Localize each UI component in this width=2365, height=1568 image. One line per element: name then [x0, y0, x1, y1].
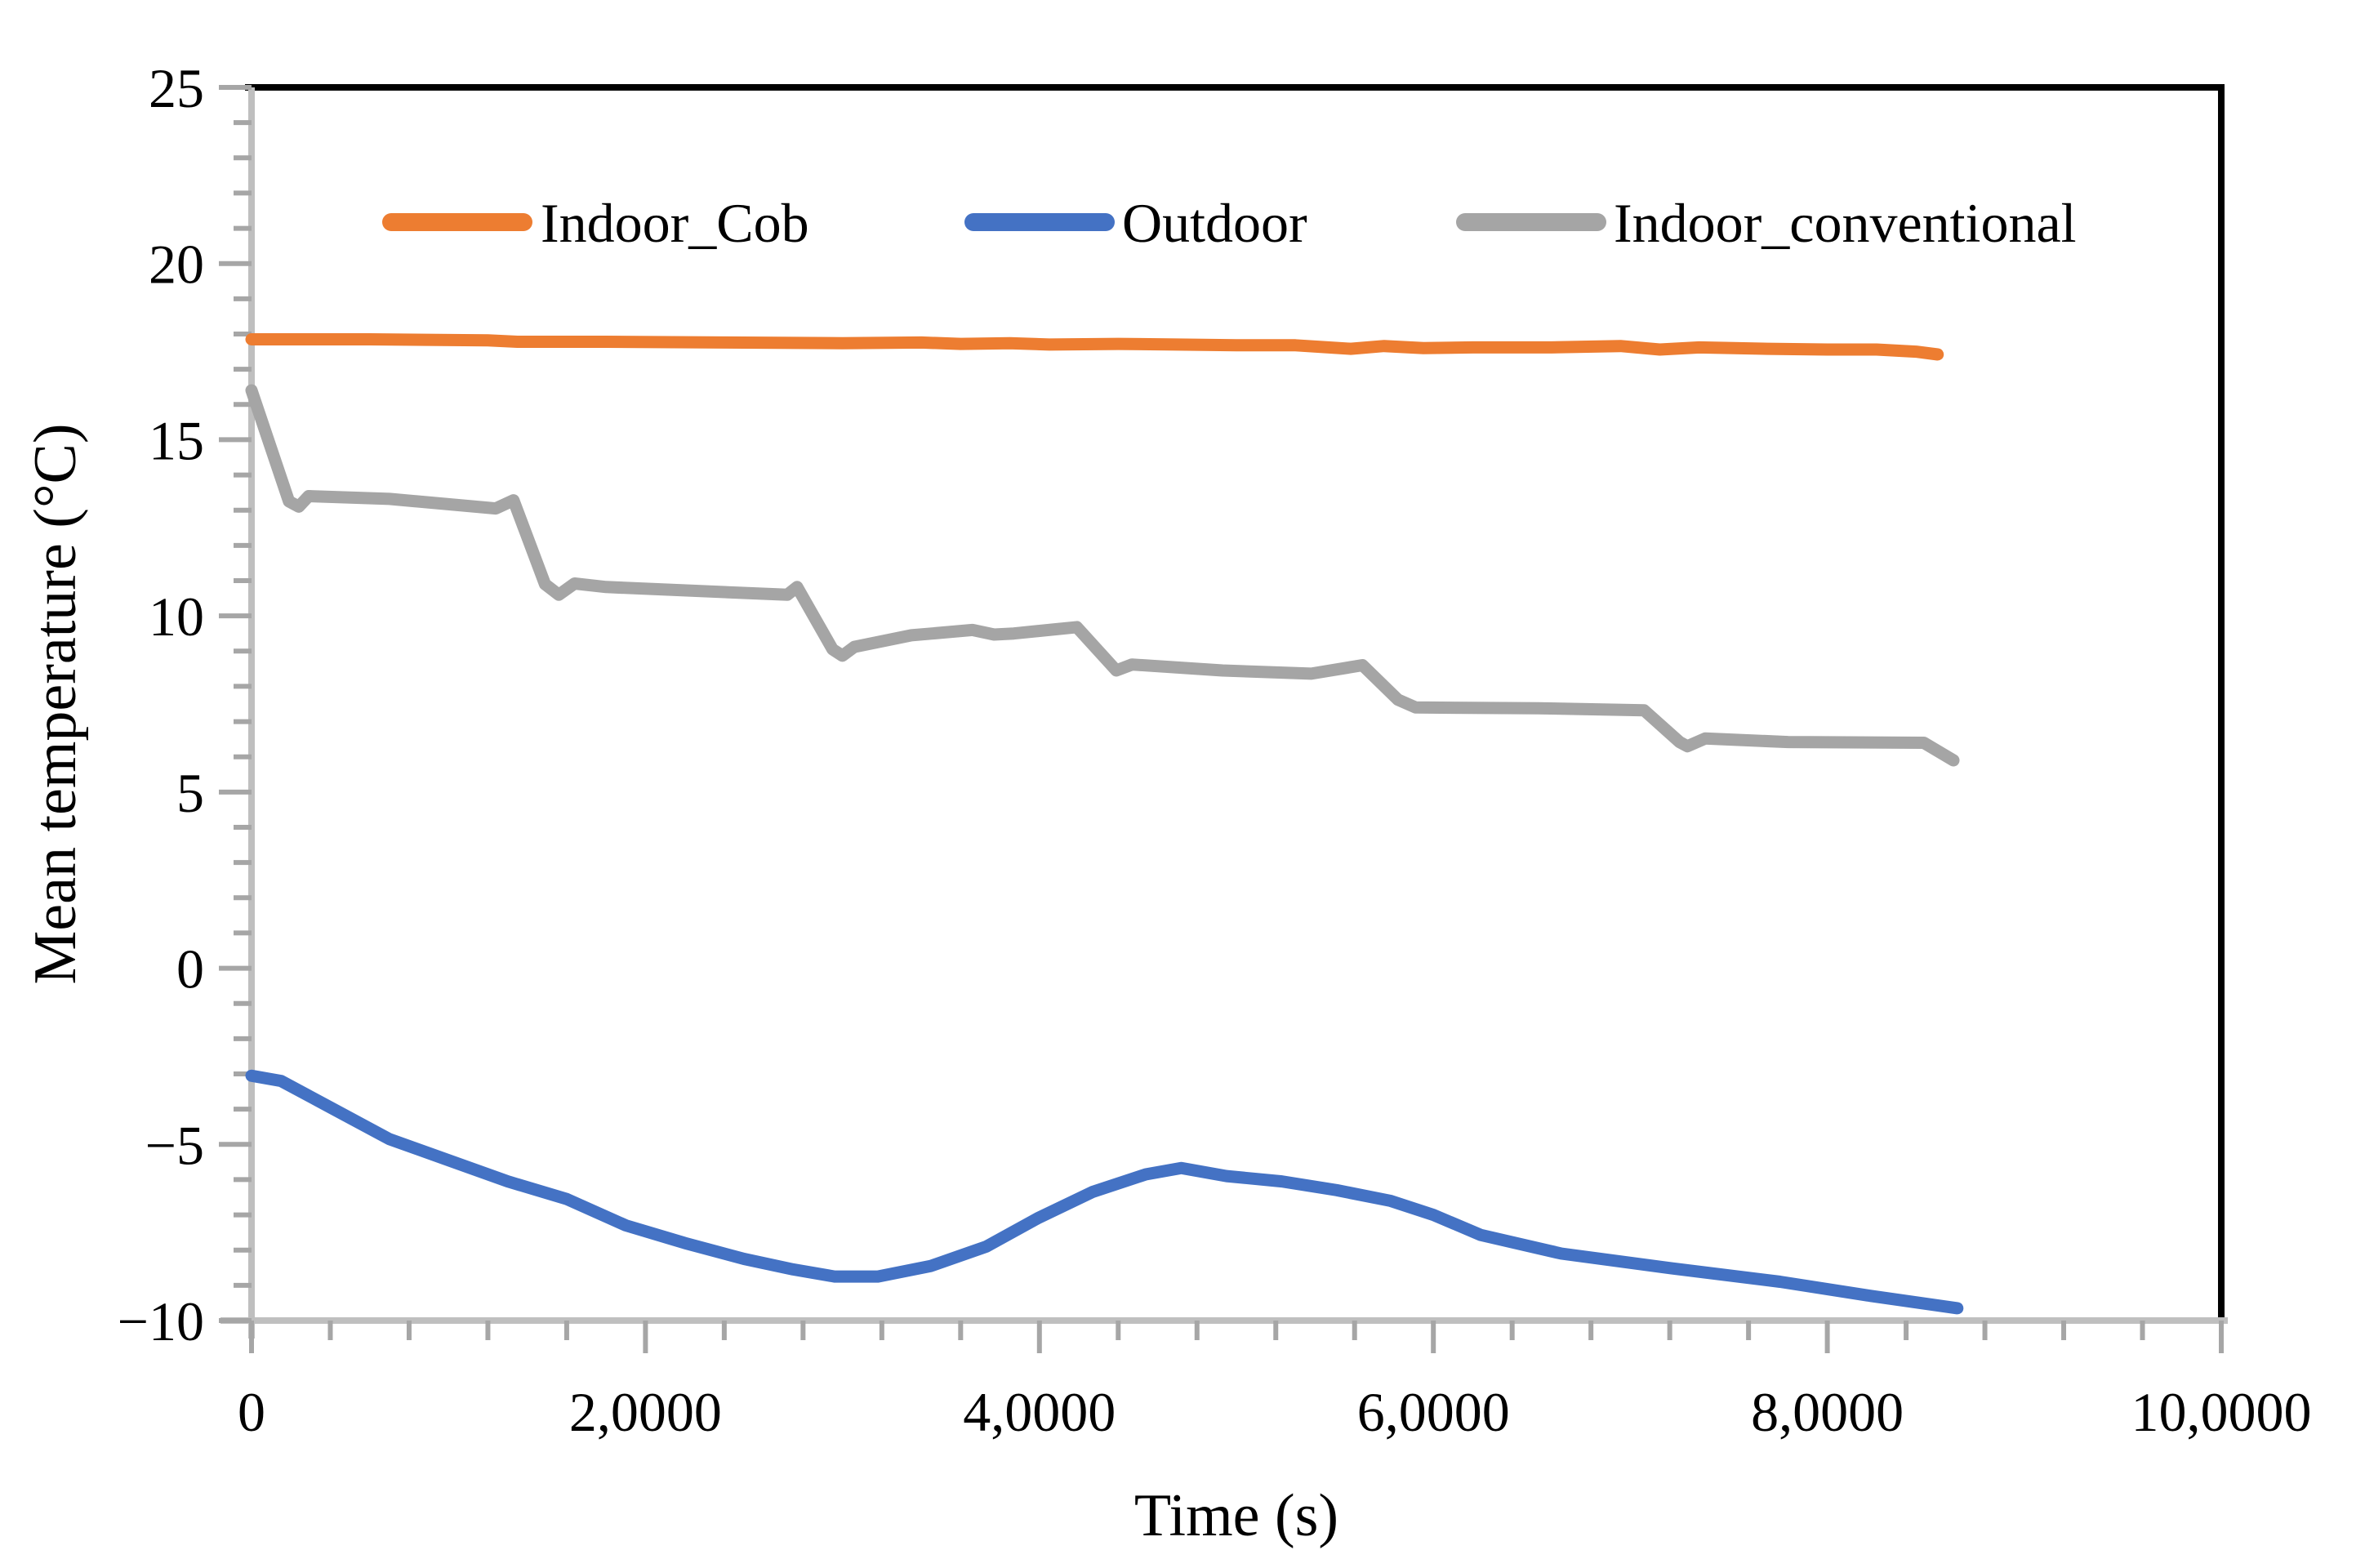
x-axis-title: Time (s) [1134, 1482, 1338, 1549]
y-tick-label: 5 [176, 762, 204, 824]
series-line-indoor_cob [245, 333, 1944, 361]
series-lines [245, 333, 1964, 1315]
y-tick-label: 20 [149, 234, 204, 296]
x-tick-label: 4,0000 [963, 1381, 1116, 1443]
x-tick-label: 6,0000 [1357, 1381, 1510, 1443]
x-tick-label: 2,0000 [569, 1381, 722, 1443]
legend-label: Indoor_Cob [541, 192, 809, 254]
legend-item: Indoor_Cob [382, 192, 809, 254]
y-tick-labels: 25 20 15 10 5 0 −5 −10 [118, 57, 204, 1352]
series-line-indoor_conventional [245, 384, 1960, 767]
x-tick-labels: 0 2,0000 4,0000 6,0000 8,0000 10,0000 [238, 1381, 2312, 1443]
legend-item: Indoor_conventional [1456, 192, 2077, 254]
y-axis-title: Mean temperature (°C) [22, 423, 89, 984]
y-axis-ticks [219, 85, 252, 1323]
legend: Indoor_Cob Outdoor Indoor_conventional [382, 192, 2077, 254]
x-tick-label: 10,0000 [2131, 1381, 2312, 1443]
y-tick-label: −5 [145, 1114, 204, 1176]
y-tick-label: −10 [118, 1290, 204, 1352]
legend-item: Outdoor [964, 192, 1307, 254]
legend-label: Indoor_conventional [1614, 192, 2077, 254]
y-tick-label: 25 [149, 57, 204, 119]
series-line-outdoor [245, 1069, 1964, 1315]
y-tick-label: 15 [149, 409, 204, 471]
y-tick-label: 10 [149, 586, 204, 648]
y-tick-label: 0 [176, 938, 204, 1000]
x-tick-label: 8,0000 [1751, 1381, 1904, 1443]
x-axis-ticks [249, 1321, 2224, 1353]
x-tick-label: 0 [238, 1381, 265, 1443]
legend-label: Outdoor [1122, 192, 1307, 254]
axis-lines [220, 87, 2228, 1339]
plot-border [245, 84, 2225, 1321]
